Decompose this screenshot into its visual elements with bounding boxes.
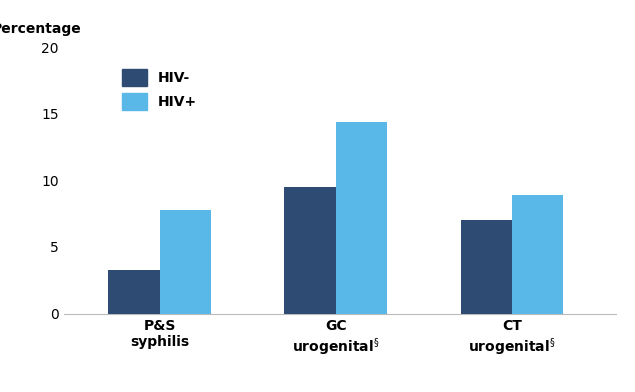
Bar xyxy=(159,210,211,314)
Text: Percentage: Percentage xyxy=(0,22,81,36)
Bar xyxy=(284,187,336,314)
Bar xyxy=(512,195,563,314)
Bar xyxy=(336,122,387,314)
Bar xyxy=(109,270,159,314)
Legend: HIV-, HIV+: HIV-, HIV+ xyxy=(115,62,204,117)
Bar xyxy=(460,220,512,314)
